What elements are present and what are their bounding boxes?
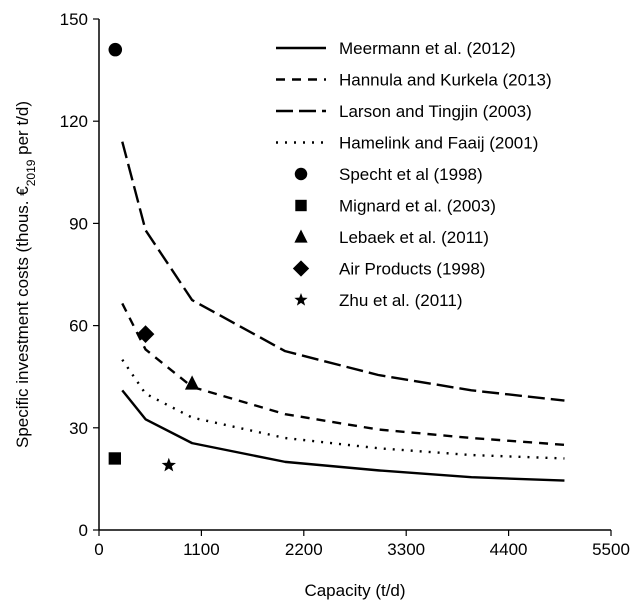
legend-label: Larson and Tingjin (2003) xyxy=(339,102,532,121)
y-axis-title: Specific investment costs (thous. €2019 … xyxy=(13,101,38,448)
legend-triangle-icon xyxy=(294,229,308,243)
legend-label: Lebaek et al. (2011) xyxy=(339,228,489,247)
legend-label: Specht et al (1998) xyxy=(339,165,483,184)
series xyxy=(121,358,565,460)
x-tick-label: 2200 xyxy=(285,540,323,559)
legend-square-icon xyxy=(295,199,307,212)
series-line xyxy=(121,302,565,447)
y-axis-title-suffix: per t/d) xyxy=(13,101,32,160)
legend-label: Air Products (1998) xyxy=(339,260,485,279)
x-tick-label: 4400 xyxy=(490,540,528,559)
legend-item: Zhu et al. (2011) xyxy=(294,291,462,310)
legend-item: Larson and Tingjin (2003) xyxy=(276,102,532,121)
series-line xyxy=(121,358,565,460)
y-tick-label: 150 xyxy=(60,10,88,29)
y-axis-title-subscript: 2019 xyxy=(24,159,38,186)
square-point xyxy=(108,452,122,465)
legend-item: Meermann et al. (2012) xyxy=(276,39,516,58)
diamond-point xyxy=(136,325,155,343)
y-tick-label: 30 xyxy=(69,419,88,438)
star-point xyxy=(161,457,176,472)
legend-item: Mignard et al. (2003) xyxy=(295,197,496,216)
series xyxy=(161,457,176,472)
y-tick-label: 120 xyxy=(60,112,88,131)
legend-item: Specht et al (1998) xyxy=(294,165,483,184)
legend-item: Hannula and Kurkela (2013) xyxy=(276,71,552,90)
series-layer xyxy=(108,42,565,482)
legend-label: Hannula and Kurkela (2013) xyxy=(339,71,552,90)
series-line xyxy=(121,141,565,402)
x-tick-label: 0 xyxy=(94,540,103,559)
legend-label: Mignard et al. (2003) xyxy=(339,197,496,216)
series xyxy=(121,302,565,447)
triangle-point xyxy=(184,375,200,390)
legend-item: Hamelink and Faaij (2001) xyxy=(276,134,538,153)
legend-star-icon xyxy=(294,293,308,306)
series-line xyxy=(121,389,565,482)
x-tick-label: 3300 xyxy=(387,540,425,559)
x-axis-title: Capacity (t/d) xyxy=(304,581,405,600)
plot-area: 0 1100 2200 3300 4400 5500 0 30 60 90 120 150 xyxy=(60,10,630,559)
series xyxy=(108,42,123,57)
legend-label: Meermann et al. (2012) xyxy=(339,39,516,58)
x-tick-label: 5500 xyxy=(592,540,630,559)
legend-circle-icon xyxy=(294,167,308,181)
series xyxy=(121,141,565,402)
y-tick-label: 90 xyxy=(69,214,88,233)
legend-item: Air Products (1998) xyxy=(292,260,485,279)
circle-point xyxy=(108,42,123,57)
series xyxy=(108,452,122,465)
legend-item: Lebaek et al. (2011) xyxy=(294,228,489,247)
series xyxy=(121,389,565,482)
legend-label: Zhu et al. (2011) xyxy=(339,291,462,310)
y-axis-title-prefix: Specific investment costs (thous. € xyxy=(13,186,32,448)
y-tick-label: 60 xyxy=(69,317,88,336)
y-tick-label: 0 xyxy=(79,521,88,540)
series xyxy=(184,375,200,390)
series xyxy=(136,325,155,343)
legend-label: Hamelink and Faaij (2001) xyxy=(339,134,538,153)
legend: Meermann et al. (2012) Hannula and Kurkel… xyxy=(276,39,552,310)
legend-diamond-icon xyxy=(292,260,310,277)
x-tick-label: 1100 xyxy=(183,540,220,559)
